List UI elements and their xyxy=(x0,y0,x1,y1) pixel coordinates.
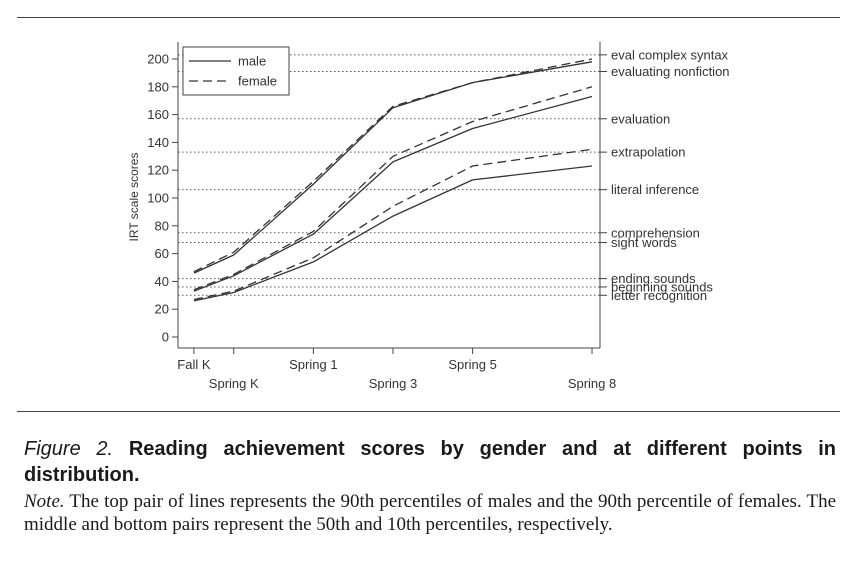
y-tick-label: 120 xyxy=(147,163,169,178)
x-tick-label: Fall K xyxy=(177,357,211,372)
y-tick-label: 200 xyxy=(147,52,169,67)
series-lines xyxy=(193,58,593,302)
y-tick-label: 140 xyxy=(147,135,169,150)
x-tick-label: Spring 1 xyxy=(289,357,337,372)
reference-label: evaluating nonfiction xyxy=(611,64,730,79)
y-tick-label: 160 xyxy=(147,107,169,122)
caption-title: Figure 2. Reading achievement scores by … xyxy=(24,436,836,488)
note-label: Note. xyxy=(24,491,65,512)
legend-label-female: female xyxy=(238,74,277,89)
series-line-male xyxy=(193,95,593,292)
legend: male female xyxy=(182,46,290,96)
y-tick-label: 180 xyxy=(147,79,169,94)
top-rule xyxy=(17,17,840,18)
x-tick-label: Spring 3 xyxy=(369,376,417,391)
series-line-female xyxy=(193,86,593,291)
y-tick-label: 0 xyxy=(162,330,169,345)
legend-box xyxy=(182,46,290,96)
figure-title: Reading achievement scores by gender and… xyxy=(24,438,836,486)
reference-label: extrapolation xyxy=(611,145,685,160)
note-text: The top pair of lines represents the 90t… xyxy=(24,491,836,535)
y-tick-label: 80 xyxy=(155,218,169,233)
figure-label: Figure 2. xyxy=(24,438,114,460)
series-line-male xyxy=(193,165,593,302)
figure-caption: Figure 2. Reading achievement scores by … xyxy=(24,436,836,536)
reference-label: literal inference xyxy=(611,182,699,197)
y-tick-label: 40 xyxy=(155,274,169,289)
x-tick-label: Spring 5 xyxy=(448,357,496,372)
reference-label: evaluation xyxy=(611,111,670,126)
reference-label: sight words xyxy=(611,235,677,250)
reference-lines: eval complex syntax evaluating nonfiction… xyxy=(178,47,730,303)
caption-note: Note. The top pair of lines represents t… xyxy=(24,490,836,536)
y-tick-label: 100 xyxy=(147,191,169,206)
x-tick-label: Spring K xyxy=(209,376,259,391)
reference-label: letter recognition xyxy=(611,288,707,303)
bottom-rule xyxy=(17,411,840,412)
y-tick-label: 20 xyxy=(155,302,169,317)
series-line-female xyxy=(193,148,593,301)
legend-label-male: male xyxy=(238,54,266,69)
x-tick-label: Spring 8 xyxy=(568,376,616,391)
y-tick-label: 60 xyxy=(155,246,169,261)
reference-label: comprehension xyxy=(611,225,700,240)
reading-achievement-chart: eval complex syntax evaluating nonfiction… xyxy=(127,42,730,391)
y-axis-label: IRT scale scores xyxy=(127,153,141,242)
series-line-female xyxy=(193,58,593,273)
series-line-male xyxy=(193,61,593,274)
reference-label: ending sounds xyxy=(611,271,696,286)
reference-label: eval complex syntax xyxy=(611,47,729,62)
reference-label: beginning sounds xyxy=(611,279,713,294)
axes: 0 20 40 60 80 100 120 140 160 180 200 Fall K Spring … xyxy=(147,42,616,391)
